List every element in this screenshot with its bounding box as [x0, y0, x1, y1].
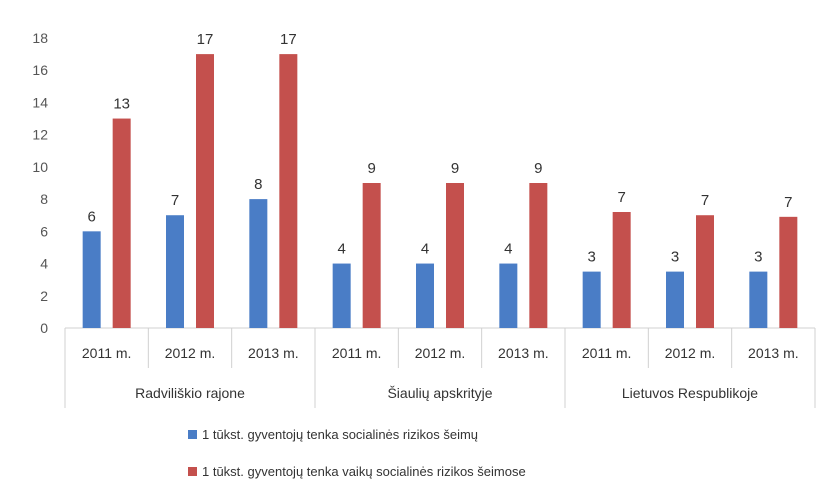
- bar-children-in-risk-families: [696, 215, 714, 328]
- category-label: 2013 m.: [248, 345, 299, 361]
- bar-social-risk-families: [332, 263, 351, 328]
- category-label: 2013 m.: [498, 345, 549, 361]
- y-tick-label: 10: [32, 159, 48, 175]
- data-label: 7: [701, 192, 709, 209]
- data-label: 13: [113, 96, 130, 113]
- data-label: 4: [337, 241, 345, 258]
- data-label: 17: [280, 31, 297, 48]
- category-label: 2013 m.: [748, 345, 799, 361]
- y-tick-label: 16: [32, 62, 48, 78]
- category-label: 2012 m.: [415, 345, 466, 361]
- bar-children-in-risk-families: [362, 183, 381, 328]
- data-label: 7: [171, 192, 179, 209]
- data-label: 17: [197, 31, 214, 48]
- y-tick-label: 2: [40, 288, 48, 304]
- bar-children-in-risk-families: [112, 118, 131, 328]
- data-label: 9: [367, 160, 375, 177]
- data-label: 7: [784, 194, 792, 211]
- data-label: 3: [587, 249, 595, 266]
- group-label: Radviliškio rajone: [135, 385, 245, 401]
- y-tick-label: 8: [40, 191, 48, 207]
- bar-social-risk-families: [166, 215, 184, 328]
- group-label: Šiaulių apskrityje: [387, 385, 492, 401]
- data-label: 9: [451, 160, 459, 177]
- legend-label: 1 tūkst. gyventojų tenka socialinės rizi…: [202, 427, 478, 442]
- bar-social-risk-families: [499, 263, 518, 328]
- data-label: 8: [254, 176, 262, 193]
- legend-swatch: [188, 430, 197, 439]
- y-tick-label: 4: [40, 256, 48, 272]
- bar-children-in-risk-families: [612, 212, 631, 328]
- bar-children-in-risk-families: [779, 216, 798, 328]
- legend-label: 1 tūkst. gyventojų tenka vaikų socialinė…: [202, 464, 526, 479]
- legend-swatch: [188, 467, 197, 476]
- y-tick-label: 0: [40, 320, 48, 336]
- bar-social-risk-families: [582, 271, 601, 328]
- bar-social-risk-families: [249, 199, 268, 328]
- y-tick-label: 14: [32, 94, 48, 110]
- bar-social-risk-families: [666, 271, 684, 328]
- data-label: 6: [87, 208, 95, 225]
- bar-social-risk-families: [416, 263, 434, 328]
- data-label: 3: [671, 249, 679, 266]
- y-tick-label: 6: [40, 223, 48, 239]
- category-label: 2011 m.: [82, 345, 132, 361]
- bar-social-risk-families: [82, 231, 101, 328]
- data-label: 7: [617, 189, 625, 206]
- bar-children-in-risk-families: [529, 183, 548, 328]
- y-tick-label: 18: [32, 30, 48, 46]
- category-label: 2011 m.: [582, 345, 632, 361]
- data-label: 3: [754, 249, 762, 266]
- category-label: 2012 m.: [165, 345, 216, 361]
- bar-children-in-risk-families: [446, 183, 464, 328]
- bar-children-in-risk-families: [279, 54, 298, 328]
- bar-social-risk-families: [749, 271, 768, 328]
- y-tick-label: 12: [32, 127, 48, 143]
- group-label: Lietuvos Respublikoje: [622, 385, 758, 401]
- data-label: 4: [504, 241, 512, 258]
- data-label: 4: [421, 241, 429, 258]
- data-label: 9: [534, 160, 542, 177]
- category-label: 2012 m.: [665, 345, 716, 361]
- bar-children-in-risk-families: [196, 54, 214, 328]
- category-label: 2011 m.: [332, 345, 382, 361]
